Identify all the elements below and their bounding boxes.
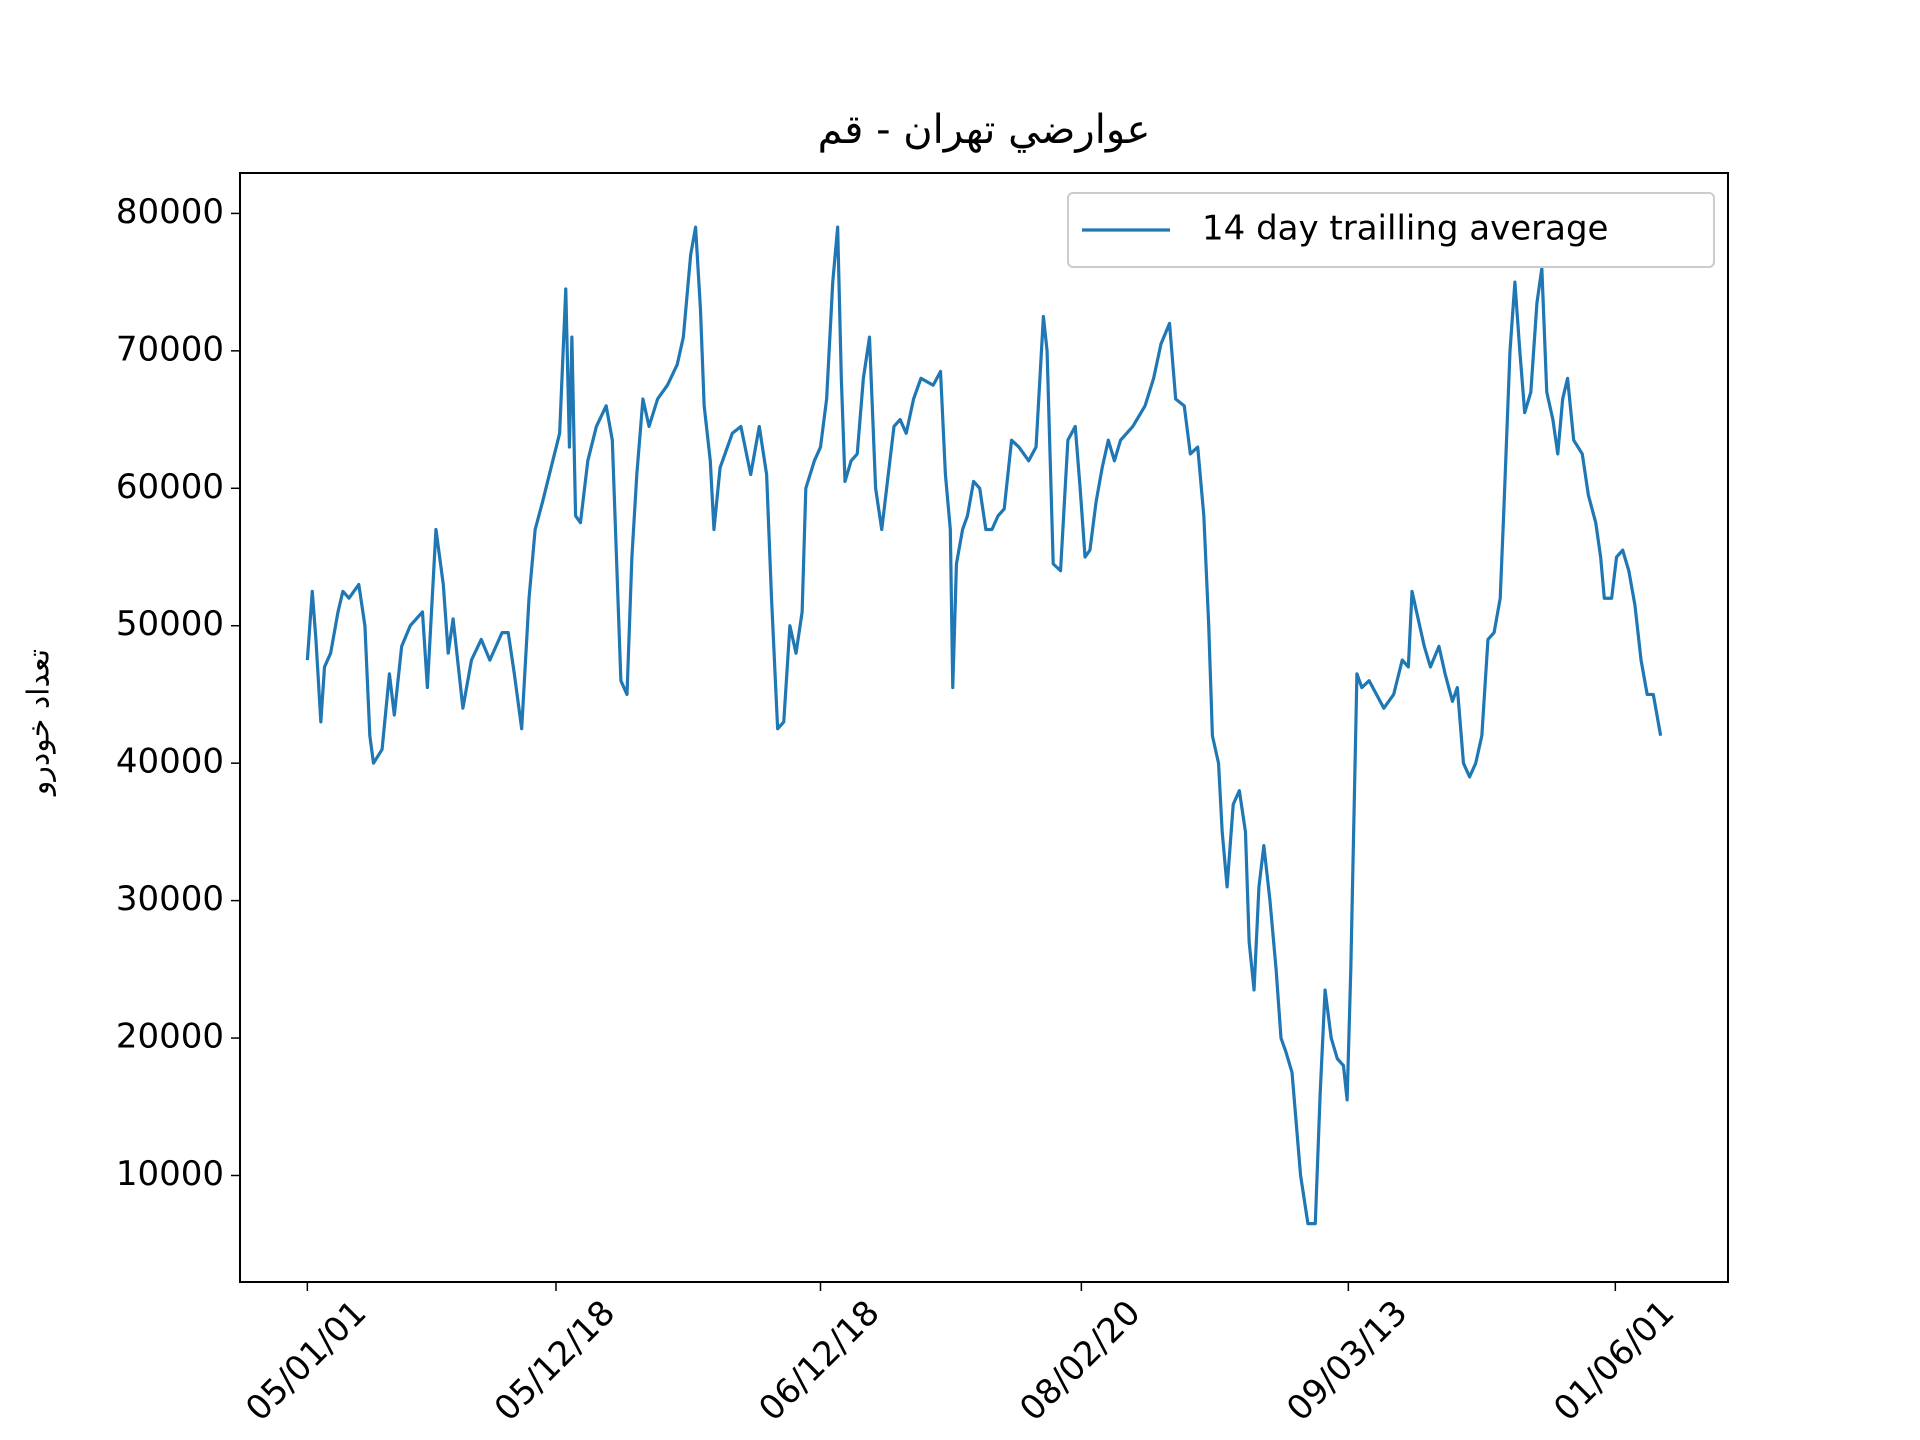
y-tick-label: 10000 bbox=[116, 1154, 224, 1194]
y-tick-label: 50000 bbox=[116, 604, 224, 644]
y-tick-label: 40000 bbox=[116, 742, 224, 782]
y-tick-label: 20000 bbox=[116, 1017, 224, 1057]
y-tick-label: 70000 bbox=[116, 329, 224, 369]
plot-frame bbox=[239, 172, 1729, 1283]
x-tick-label: 05/12/18 bbox=[487, 1293, 623, 1429]
y-axis-label: تعداد خودرو bbox=[22, 649, 57, 797]
y-tick-label: 60000 bbox=[116, 467, 224, 507]
y-tick-label: 80000 bbox=[116, 192, 224, 232]
x-tick-label: 08/02/20 bbox=[1012, 1293, 1148, 1429]
data-line bbox=[305, 225, 1663, 1226]
x-tick-label: 09/03/13 bbox=[1279, 1293, 1415, 1429]
legend-box bbox=[1067, 192, 1715, 268]
y-tick-label: 30000 bbox=[116, 879, 224, 919]
chart-title: عوارضي تهران - قم bbox=[818, 107, 1151, 153]
x-tick-label: 05/01/01 bbox=[238, 1293, 374, 1429]
x-tick-label: 01/06/01 bbox=[1546, 1293, 1682, 1429]
legend: 14 day trailling average bbox=[1067, 192, 1715, 268]
x-tick-label: 06/12/18 bbox=[751, 1293, 887, 1429]
legend-label: 14 day trailling average bbox=[1202, 209, 1608, 249]
